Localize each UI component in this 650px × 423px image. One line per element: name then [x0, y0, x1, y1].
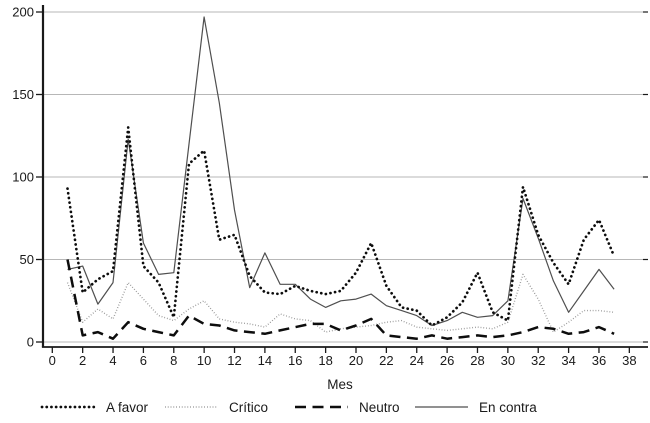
x-tick-label: 28 — [470, 353, 484, 368]
x-tick-label: 38 — [622, 353, 636, 368]
series-line-a-favor — [66, 126, 616, 327]
x-tick-label: 6 — [140, 353, 147, 368]
x-axis-title: Mes — [327, 377, 353, 392]
x-tick-label: 18 — [318, 353, 332, 368]
legend-label: Neutro — [359, 400, 400, 415]
x-tick-label: 12 — [227, 353, 241, 368]
x-tick-label: 32 — [531, 353, 545, 368]
legend-item-en-contra: En contra — [415, 400, 537, 415]
x-tick-label: 8 — [170, 353, 177, 368]
legend-label: En contra — [479, 400, 537, 415]
x-tick-label: 20 — [349, 353, 363, 368]
series-line-cr-tico — [66, 273, 615, 333]
x-tick-label: 24 — [410, 353, 424, 368]
x-tick-label: 4 — [109, 353, 116, 368]
x-tick-label: 34 — [561, 353, 575, 368]
x-tick-label: 26 — [440, 353, 454, 368]
legend-item-a-favor: A favor — [40, 400, 149, 415]
series-lines — [66, 16, 616, 340]
y-tick-label: 150 — [12, 87, 34, 102]
y-tick-label: 50 — [20, 252, 34, 267]
y-tick-label: 0 — [27, 335, 34, 350]
legend-item-neutro: Neutro — [295, 400, 400, 415]
x-tick-label: 2 — [79, 353, 86, 368]
y-tick-label: 100 — [12, 170, 34, 185]
axes: 0 2 4 6 8 10 12 14 16 18 20 22 24 26 28 30 32 34 36 3805010… — [12, 5, 648, 368]
series-line-en-contra — [67, 16, 615, 327]
series-line-neutro — [66, 259, 615, 340]
x-tick-label: 30 — [501, 353, 515, 368]
x-tick-label: 22 — [379, 353, 393, 368]
y-tick-label: 200 — [12, 5, 34, 20]
legend: A favor Crítico Neutro En contra — [40, 400, 537, 415]
x-tick-label: 36 — [592, 353, 606, 368]
legend-label: Crítico — [229, 400, 268, 415]
gridlines — [43, 11, 648, 343]
x-tick-label: 16 — [288, 353, 302, 368]
x-tick-label: 10 — [197, 353, 211, 368]
legend-item-cr-tico: Crítico — [165, 400, 268, 415]
x-tick-label: 0 — [49, 353, 56, 368]
legend-label: A favor — [106, 400, 149, 415]
x-tick-label: 14 — [258, 353, 272, 368]
